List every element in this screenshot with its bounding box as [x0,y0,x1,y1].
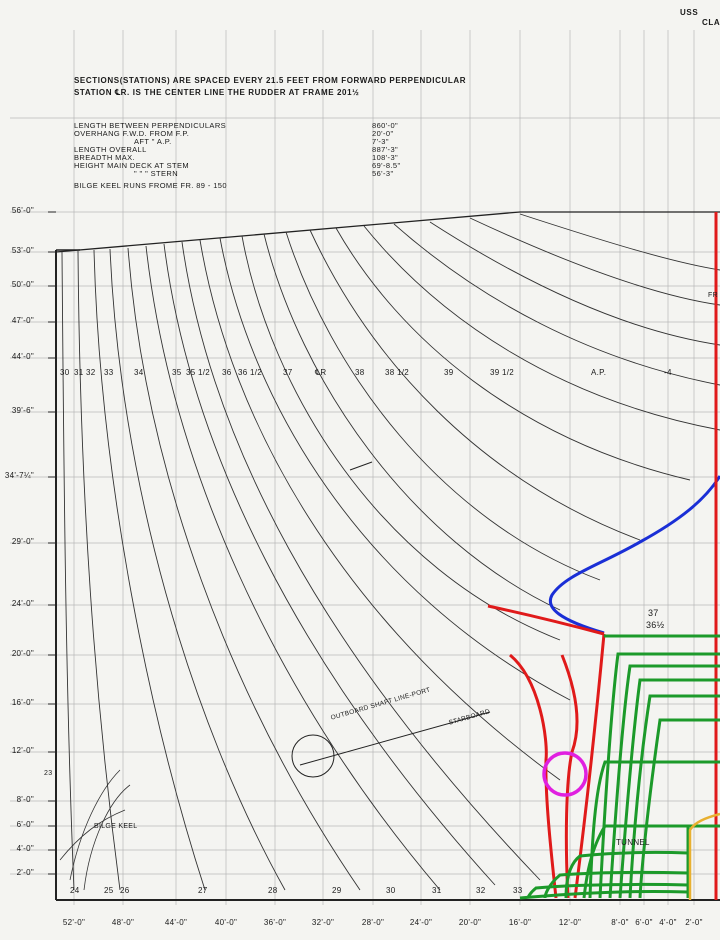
lower-station-24: 24 [70,886,80,895]
y-label-10: 20'-0" [11,649,34,658]
upper-station-38-half: 38 1/2 [385,368,410,377]
spec-row-7-value: 56'-3" [372,169,394,178]
upper-station-34: 34 [134,368,144,377]
blue-section-line [548,475,720,635]
frame-border [55,249,720,901]
y-label-9: 24'-0" [11,599,34,608]
x-label-1: 52'-0" [62,918,86,927]
upper-station-cr: ℄R [315,368,327,377]
corner-ship-label: USS [680,8,699,17]
y-label-16: 2'-0" [16,868,34,877]
upper-station-minus4: -4 [664,368,672,377]
y-label-5: 44'-0" [11,352,34,361]
x-label-12: 8'-0" [611,918,629,927]
y-label-12: 12'-0" [11,746,34,755]
spec-row-8: BILGE KEEL RUNS FROME FR. 89 - 150 [74,181,227,190]
upper-station-37: 37 [283,368,293,377]
magenta-marker [542,751,588,797]
lower-station-32: 32 [476,886,486,895]
right-fr-label: FR [708,292,718,299]
spec-row-6: HEIGHT MAIN DECK AT STEM [74,161,190,170]
spec-row-3: AFT " A.P. [134,137,172,146]
x-label-15: 2'-0" [685,918,703,927]
orange-section-line [688,812,720,900]
spec-row-1-value: 860'-0" [372,121,399,130]
y-label-6: 39'-6" [11,406,34,415]
note-line-2: STATION ℄R. IS THE CENTER LINE THE RUDDE… [74,88,360,97]
y-label-3: 50'-0" [11,280,34,289]
y-label-11: 16'-0" [11,698,34,707]
spec-row-3-value: 7'-3" [372,137,389,146]
y-label-2: 53'-0" [11,246,34,255]
bilge-keel-label: BILGE KEEL [94,823,138,830]
upper-station-35-half: 35 1/2 [186,368,211,377]
lower-station-26: 26 [120,886,130,895]
x-label-10: 16'-0" [508,918,532,927]
station-37-label: 37 [648,608,659,618]
spec-row-4: LENGTH OVERALL [74,145,147,154]
x-label-9: 20'-0" [458,918,482,927]
upper-station-30: 30 [60,368,70,377]
spec-row-5: BREADTH MAX. [74,153,136,162]
y-label-7: 34'-7¼" [4,471,34,480]
x-label-8: 24'-0" [409,918,433,927]
spec-row-4-value: 887'-3" [372,145,399,154]
green-section-lines [519,634,720,900]
lower-station-30: 30 [386,886,396,895]
y-label-4: 47'-0" [11,316,34,325]
upper-station-33: 33 [104,368,114,377]
lower-station-25: 25 [104,886,114,895]
upper-station-ap: A.P. [591,368,607,377]
x-label-7: 28'-0" [361,918,385,927]
upper-station-38: 38 [355,368,365,377]
lower-station-33: 33 [513,886,523,895]
deck-sheer-line [55,211,720,253]
station-36-half-label: 36½ [646,620,665,630]
x-label-6: 32'-0" [311,918,335,927]
spec-row-2: OVERHANG F.W.D. FROM F.P. [74,129,190,138]
red-section-lines [487,212,718,900]
upper-station-39-half: 39 1/2 [490,368,515,377]
shaft-line [291,461,491,778]
x-label-5: 36'-0" [263,918,287,927]
lower-station-27: 27 [198,886,208,895]
left-23-label: 23 [44,770,53,777]
upper-station-36: 36 [222,368,232,377]
note-line-1: SECTIONS(STATIONS) ARE SPACED EVERY 21.5… [74,76,467,85]
y-label-15: 4'-0" [16,844,34,853]
upper-station-31: 31 [74,368,84,377]
spec-row-1: LENGTH BETWEEN PERPENDICULARS [74,121,227,130]
spec-row-6-value: 69'-8.5" [372,161,401,170]
lower-station-31: 31 [432,886,442,895]
y-label-1: 56'-0" [11,206,34,215]
lower-station-29: 29 [332,886,342,895]
x-label-13: 6'-0" [635,918,653,927]
spec-row-2-value: 20'-0" [372,129,394,138]
y-label-13: 8'-0" [16,795,34,804]
tunnel-label: TUNNEL [616,838,650,847]
lower-station-28: 28 [268,886,278,895]
x-label-2: 48'-0" [111,918,135,927]
spec-row-7: " " " STERN [134,169,179,178]
corner-class-label: CLA [702,18,720,27]
spec-row-5-value: 108'-3" [372,153,399,162]
upper-station-39: 39 [444,368,454,377]
x-label-14: 4'-0" [659,918,677,927]
upper-station-36-half: 36 1/2 [238,368,263,377]
x-label-3: 44'-0" [164,918,188,927]
bilge-keel-lines [59,769,131,891]
upper-station-35: 35 [172,368,182,377]
x-label-11: 12'-0" [558,918,582,927]
upper-station-32: 32 [86,368,96,377]
y-label-14: 6'-0" [16,820,34,829]
y-label-8: 29'-0" [11,537,34,546]
x-label-4: 40'-0" [214,918,238,927]
axis-ticks [48,211,56,875]
